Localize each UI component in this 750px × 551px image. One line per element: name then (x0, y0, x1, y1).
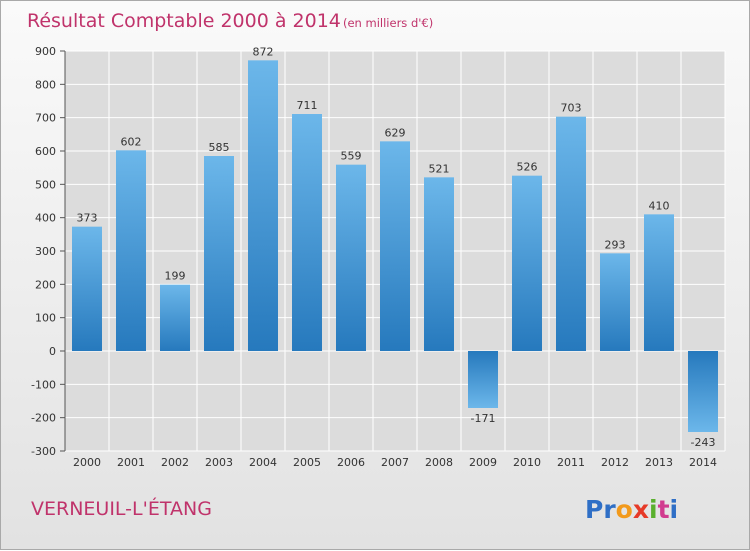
value-label: 373 (77, 212, 98, 225)
bar-2012 (600, 253, 630, 351)
y-tick-label: 500 (35, 178, 56, 191)
x-tick-label: 2014 (689, 456, 717, 469)
value-label: 526 (517, 161, 538, 174)
bar-2003 (204, 156, 234, 351)
y-tick-label: -200 (31, 412, 56, 425)
y-tick-label: -300 (31, 445, 56, 458)
bar-2007 (380, 141, 410, 351)
y-tick-label: 700 (35, 112, 56, 125)
y-tick-label: 400 (35, 212, 56, 225)
y-tick-label: 800 (35, 78, 56, 91)
bar-2000 (72, 226, 102, 351)
bar-2002 (160, 284, 190, 351)
x-tick-label: 2008 (425, 456, 453, 469)
y-tick-label: 600 (35, 145, 56, 158)
value-label: 602 (121, 135, 142, 148)
value-labels: 373 602 199 585 872 711 559 629 521 -171 526 703 293… (77, 45, 716, 449)
chart-unit-note: (en milliers d'€) (343, 16, 433, 30)
proxiti-logo: Proxiti (585, 495, 678, 524)
x-tick-label: 2012 (601, 456, 629, 469)
logo-letter: i (670, 495, 679, 524)
logo-letter: r (603, 495, 616, 524)
y-tick-label: 100 (35, 312, 56, 325)
logo-letter: t (658, 495, 670, 524)
value-label: 711 (297, 99, 318, 112)
value-label: 199 (165, 270, 186, 283)
y-tick-label: 200 (35, 278, 56, 291)
x-tick-label: 2009 (469, 456, 497, 469)
value-label: 629 (385, 126, 406, 139)
y-tick-label: 0 (49, 345, 56, 358)
value-label: -171 (471, 412, 496, 425)
value-label: -243 (691, 436, 716, 449)
bar-2004 (248, 60, 278, 351)
x-tick-label: 2001 (117, 456, 145, 469)
logo-letter: i (649, 495, 658, 524)
bar-2008 (424, 177, 454, 351)
x-tick-label: 2003 (205, 456, 233, 469)
x-tick-label: 2010 (513, 456, 541, 469)
x-tick-label: 2006 (337, 456, 365, 469)
bar-2014 (688, 351, 718, 432)
value-label: 872 (253, 45, 274, 58)
bar-2011 (556, 116, 586, 352)
y-tick-label: 900 (35, 45, 56, 58)
value-label: 559 (341, 150, 362, 163)
value-label: 410 (649, 199, 670, 212)
x-tick-label: 2011 (557, 456, 585, 469)
bar-2006 (336, 164, 366, 351)
x-tick-label: 2013 (645, 456, 673, 469)
logo-letter: x (633, 495, 649, 524)
bar-2010 (512, 175, 542, 351)
logo-letter: P (585, 495, 603, 524)
y-tick-label: -100 (31, 378, 56, 391)
x-tick-label: 2000 (73, 456, 101, 469)
bar-2013 (644, 214, 674, 351)
bars (72, 60, 718, 432)
bar-2001 (116, 150, 146, 351)
x-tick-label: 2002 (161, 456, 189, 469)
x-tick-label: 2004 (249, 456, 277, 469)
value-label: 521 (429, 162, 450, 175)
bar-2009 (468, 351, 498, 408)
x-tick-label: 2007 (381, 456, 409, 469)
y-axis: -300 -200 -100 0 100 200 300 400 500 600 700 800 900 (31, 45, 66, 458)
value-label: 585 (209, 141, 230, 154)
x-tick-label: 2005 (293, 456, 321, 469)
logo-letter: o (616, 495, 633, 524)
y-tick-label: 300 (35, 245, 56, 258)
place-name: VERNEUIL-L'ÉTANG (31, 497, 212, 520)
value-label: 293 (605, 238, 626, 251)
x-axis: 2000 2001 2002 2003 2004 2005 2006 2007 2008 2009… (73, 456, 717, 469)
chart-title: Résultat Comptable 2000 à 2014 (27, 10, 341, 32)
bar-2005 (292, 114, 322, 351)
value-label: 703 (561, 102, 582, 115)
